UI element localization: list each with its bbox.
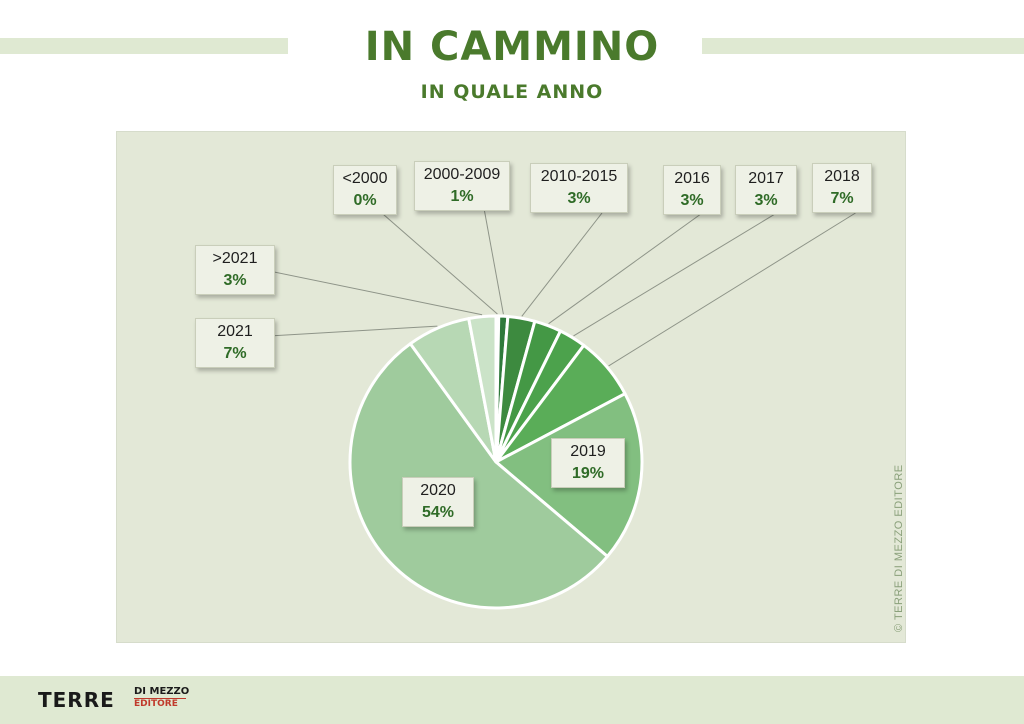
slice-percent: 0% [353,192,377,209]
slice-label-1: 2000-2009 1% [414,161,510,211]
slice-label-8: 2021 7% [195,318,275,368]
slice-label-3: 2016 3% [663,165,721,215]
slice-label-0: <2000 0% [333,165,397,215]
logo-divider [134,698,186,699]
leader-line-9 [249,266,483,316]
pie-slice-9 [467,314,498,464]
slice-percent: 54% [421,504,455,521]
slice-percent: 3% [567,190,591,207]
slice-category: 2019 [570,443,606,460]
leader-line-2 [521,212,603,317]
slice-percent: 19% [571,465,605,482]
slice-percent: 7% [223,345,247,362]
page-subtitle: IN QUALE ANNO [420,81,604,103]
slice-category: 2017 [748,170,784,187]
header-decor-bar-left [0,38,288,54]
slice-percent: 3% [223,272,247,289]
slice-label-7: 2020 54% [402,477,474,527]
footer-bar [0,676,1024,724]
slice-label-5: 2018 7% [812,163,872,213]
slice-category: <2000 [342,170,388,187]
logo-top-text: DI MEZZO [134,686,190,697]
slice-percent: 3% [680,192,704,209]
slice-category: 2000-2009 [423,166,501,183]
slice-label-9: >2021 3% [195,245,275,295]
slice-category: 2021 [217,323,253,340]
slice-category: 2020 [420,482,456,499]
leader-line-3 [548,210,706,325]
slice-percent: 7% [830,190,854,207]
logo-main-text: TERRE [38,688,115,712]
slice-label-2: 2010-2015 3% [530,163,628,213]
credit-text: © TERRE DI MEZZO EDITORE [893,464,905,632]
pie-slice-7 [348,342,609,610]
leader-line-0 [379,210,498,315]
slice-percent: 1% [450,188,474,205]
slice-category: >2021 [212,250,258,267]
slice-label-4: 2017 3% [735,165,797,215]
header-decor-bar-right [702,38,1024,54]
slice-percent: 3% [754,192,778,209]
slice-label-6: 2019 19% [551,438,625,488]
page-title: IN CAMMINO [364,24,660,70]
slice-category: 2018 [824,168,860,185]
leader-line-5 [608,212,856,367]
logo-bottom-text: EDITORE [134,699,178,709]
leader-line-4 [573,210,781,337]
slice-category: 2016 [674,170,710,187]
leader-line-1 [484,210,504,315]
slice-category: 2010-2015 [540,168,618,185]
